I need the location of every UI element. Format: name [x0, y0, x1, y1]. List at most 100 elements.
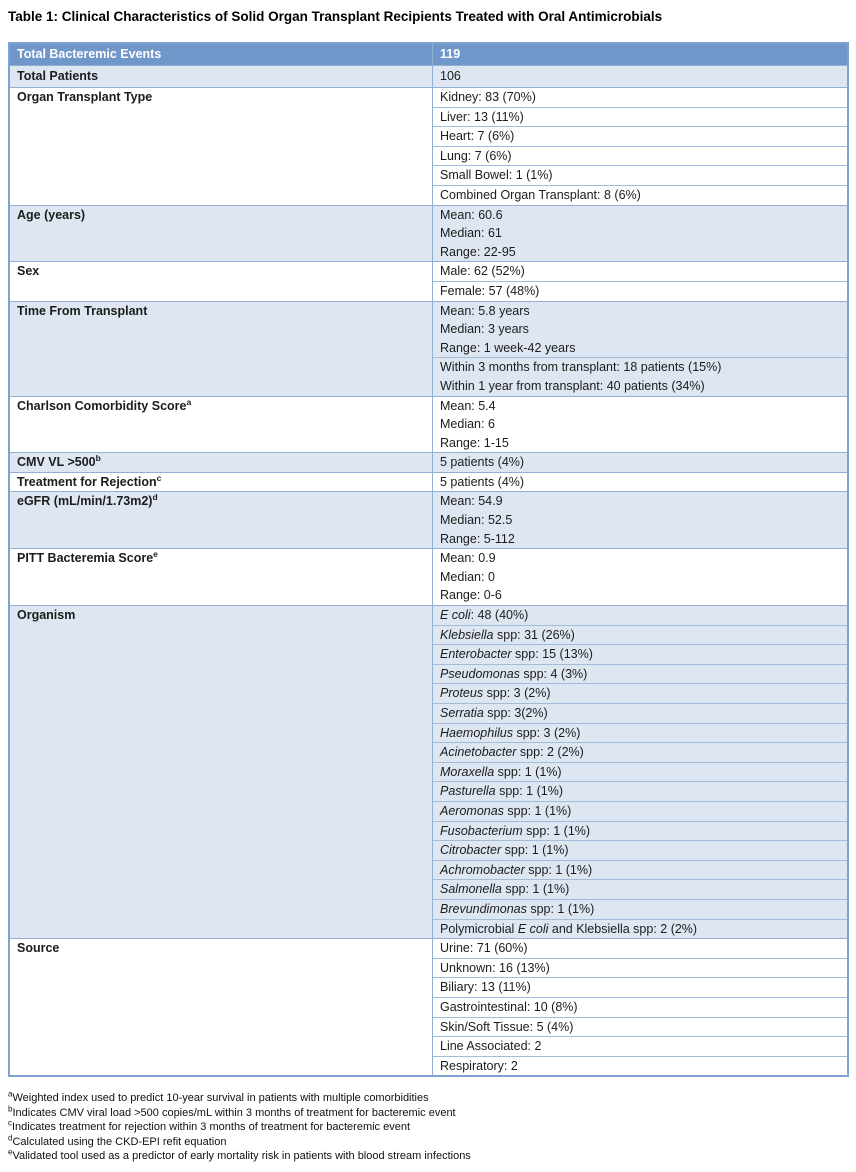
row-label: Treatment for Rejectionc [10, 472, 433, 492]
row-values: Urine: 71 (60%) Unknown: 16 (13%) Biliary:… [433, 939, 847, 1075]
row-label: Charlson Comorbidity Scorea [10, 396, 433, 453]
value-line: Aeromonas spp: 1 (1%) [440, 803, 572, 818]
value-line: Within 1 year from transplant: 40 patien… [440, 378, 705, 393]
value-line: Median: 0 [440, 569, 495, 584]
table-section-row: Time From Transplant Mean: 5.8 years Media… [10, 300, 847, 396]
footnote-marker: c [156, 472, 162, 483]
value-line: Range: 1 week-42 years [440, 340, 576, 355]
value-line: Salmonella spp: 1 (1%) [440, 882, 570, 897]
value-line: Heart: 7 (6%) [440, 129, 515, 144]
value-line: Gastrointestinal: 10 (8%) [440, 999, 578, 1014]
table-header-row: Total Bacteremic Events 119 [10, 44, 847, 65]
row-label: Time From Transplant [10, 301, 433, 396]
value-line: Proteus spp: 3 (2%) [440, 686, 551, 701]
row-values: Male: 62 (52%) Female: 57 (48%) [433, 262, 847, 300]
value-cell: Biliary: 13 (11%) [433, 977, 847, 997]
value-line: Urine: 71 (60%) [440, 941, 528, 956]
value-cell: Klebsiella spp: 31 (26%) [433, 624, 847, 645]
footnote: eValidated tool used as a predictor of e… [8, 1147, 471, 1163]
value-line: Enterobacter spp: 15 (13%) [440, 647, 593, 662]
value-line: Mean: 60.6 [440, 207, 503, 222]
row-label: Organism [10, 606, 433, 939]
value-line: Lung: 7 (6%) [440, 148, 512, 163]
value-cell: Achromobacter spp: 1 (1%) [433, 859, 847, 880]
value-cell: Moraxella spp: 1 (1%) [433, 761, 847, 782]
value-cell: Heart: 7 (6%) [433, 126, 847, 146]
value-line: Citrobacter spp: 1 (1%) [440, 843, 569, 858]
value-line: Range: 1-15 [440, 435, 509, 450]
value-cell: Mean: 60.6 Median: 61 Range: 22-95 [433, 206, 847, 262]
footnote: cIndicates treatment for rejection withi… [8, 1118, 411, 1134]
value-line: Mean: 5.8 years [440, 303, 530, 318]
footnote: aWeighted index used to predict 10-year … [8, 1089, 429, 1105]
value-line: Kidney: 83 (70%) [440, 90, 536, 104]
value-line: Respiratory: 2 [440, 1058, 518, 1073]
table-section-row: Sex Male: 62 (52%) Female: 57 (48%) [10, 261, 847, 301]
row-values: Mean: 0.9 Median: 0 Range: 0-6 [433, 549, 847, 605]
value-line: Polymicrobial E coli and Klebsiella spp:… [440, 921, 698, 936]
value-cell: Serratia spp: 3(2%) [433, 703, 847, 723]
value-line: Serratia spp: 3(2%) [440, 706, 548, 720]
value-cell: Mean: 5.4 Median: 6 Range: 1-15 [433, 397, 847, 453]
value-line: Range: 22-95 [440, 244, 516, 259]
footnote-marker: e [8, 1147, 13, 1157]
row-label: Sex [10, 262, 433, 301]
value-line: Median: 6 [440, 417, 495, 432]
value-cell: Female: 57 (48%) [433, 280, 847, 301]
value-cell: Combined Organ Transplant: 8 (6%) [433, 184, 847, 205]
value-line: Mean: 54.9 [440, 494, 503, 509]
table-section-row: Total Patients 106 [10, 65, 847, 87]
row-values: Mean: 54.9 Median: 52.5 Range: 5-112 [433, 492, 847, 548]
value-cell: Citrobacter spp: 1 (1%) [433, 840, 847, 860]
table-section-row: CMV VL >500b 5 patients (4%) [10, 452, 847, 472]
row-values: 5 patients (4%) [433, 473, 847, 492]
value-line: Biliary: 13 (11%) [440, 980, 531, 995]
row-values: Mean: 5.4 Median: 6 Range: 1-15 [433, 397, 847, 453]
table-section-row: Treatment for Rejectionc 5 patients (4%) [10, 471, 847, 492]
value-cell: Urine: 71 (60%) [433, 939, 847, 958]
value-line: Median: 3 years [440, 322, 529, 337]
value-cell: Mean: 54.9 Median: 52.5 Range: 5-112 [433, 492, 847, 548]
value-line: Median: 52.5 [440, 513, 513, 528]
value-cell: Skin/Soft Tissue: 5 (4%) [433, 1016, 847, 1037]
value-line: Male: 62 (52%) [440, 264, 525, 279]
footnote-marker: b [8, 1104, 13, 1114]
value-cell: Respiratory: 2 [433, 1055, 847, 1076]
value-line: Within 3 months from transplant: 18 pati… [440, 360, 722, 375]
footnotes: aWeighted index used to predict 10-year … [8, 1089, 848, 1164]
row-values: Mean: 5.8 years Median: 3 years Range: 1 w… [433, 302, 847, 396]
value-line: 106 [440, 69, 461, 83]
value-cell: Fusobacterium spp: 1 (1%) [433, 820, 847, 841]
value-cell: 106 [433, 66, 847, 87]
value-line: Klebsiella spp: 31 (26%) [440, 627, 575, 642]
row-values: 106 [433, 66, 847, 87]
value-cell: 5 patients (4%) [433, 453, 847, 472]
value-cell: Pseudomonas spp: 4 (3%) [433, 663, 847, 684]
header-value: 119 [440, 47, 461, 61]
table-title: Table 1: Clinical Characteristics of Sol… [8, 9, 663, 24]
footnote-marker: a [186, 396, 192, 407]
row-values: Kidney: 83 (70%) Liver: 13 (11%) Heart: 7 … [433, 88, 847, 205]
table-sections: Total Patients 106 Organ Transplant Type Ki… [10, 65, 847, 1076]
footnote: bIndicates CMV viral load >500 copies/mL… [8, 1104, 456, 1119]
value-line: Mean: 5.4 [440, 398, 496, 413]
row-values: Mean: 60.6 Median: 61 Range: 22-95 [433, 206, 847, 262]
row-label: Source [10, 939, 433, 1076]
value-cell: Haemophilus spp: 3 (2%) [433, 722, 847, 743]
value-cell: Kidney: 83 (70%) [433, 88, 847, 107]
value-cell: Acinetobacter spp: 2 (2%) [433, 742, 847, 762]
value-line: 5 patients (4%) [440, 455, 525, 470]
value-line: Mean: 0.9 [440, 551, 496, 566]
table-section-row: Charlson Comorbidity Scorea Mean: 5.4 Medi… [10, 395, 847, 453]
value-cell: Gastrointestinal: 10 (8%) [433, 996, 847, 1017]
footnote-marker: b [95, 453, 101, 464]
value-line: Acinetobacter spp: 2 (2%) [440, 745, 584, 760]
value-cell: Line Associated: 2 [433, 1036, 847, 1056]
row-values: E coli: 48 (40%) Klebsiella spp: 31 (26%)… [433, 606, 847, 938]
value-line: Pseudomonas spp: 4 (3%) [440, 666, 588, 681]
value-cell: Mean: 0.9 Median: 0 Range: 0-6 [433, 549, 847, 605]
table-section-row: Organism E coli: 48 (40%) Klebsiella spp: … [10, 605, 847, 939]
row-label: CMV VL >500b [10, 453, 433, 472]
table-section-row: Source Urine: 71 (60%) Unknown: 16 (13%) Bi… [10, 938, 847, 1076]
value-line: Skin/Soft Tissue: 5 (4%) [440, 1019, 574, 1034]
